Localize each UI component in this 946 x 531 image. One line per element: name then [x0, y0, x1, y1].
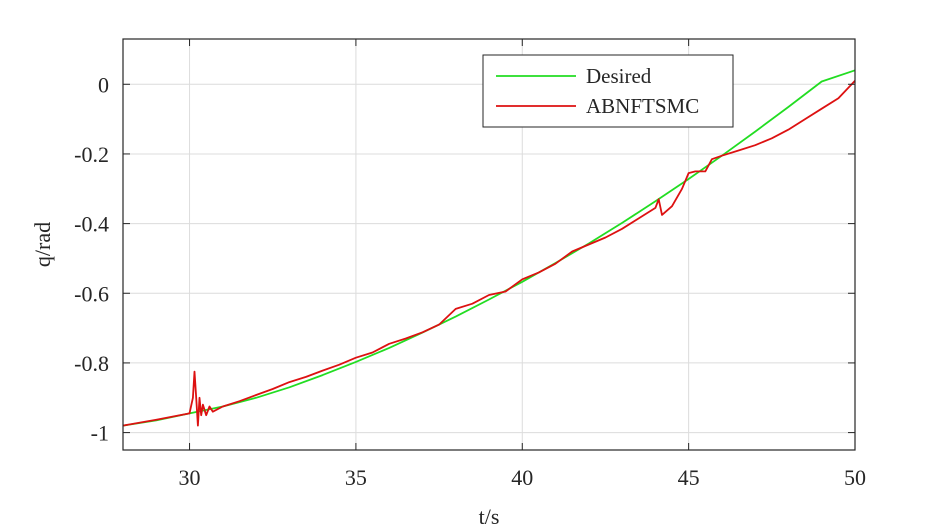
legend-label-desired: Desired	[586, 64, 652, 88]
x-tick-label: 35	[345, 465, 367, 490]
series-line-desired	[122, 69, 856, 427]
y-tick-label: -0.8	[74, 351, 109, 376]
x-tick-label: 50	[844, 465, 866, 490]
x-tick-label: 30	[179, 465, 201, 490]
x-axis-ticks: 30 35 40 45 50	[179, 39, 866, 490]
y-tick-label: -1	[91, 421, 109, 446]
x-tick-label: 40	[511, 465, 533, 490]
x-axis-label: t/s	[479, 504, 500, 529]
y-tick-label: -0.6	[74, 281, 109, 306]
y-tick-label: -0.2	[74, 142, 109, 167]
legend: Desired ABNFTSMC	[482, 54, 734, 128]
plot-area-frame	[122, 38, 856, 451]
series-lines	[122, 69, 856, 427]
x-tick-label: 45	[678, 465, 700, 490]
y-tick-label: -0.4	[74, 212, 109, 237]
series-line-abnftsmc	[122, 80, 856, 427]
legend-box	[482, 54, 734, 128]
y-axis-label: q/rad	[30, 222, 55, 267]
y-axis-ticks: 0 -0.2 -0.4 -0.6 -0.8 -1	[74, 72, 855, 446]
legend-label-abnftsmc: ABNFTSMC	[586, 94, 699, 118]
y-tick-label: 0	[98, 72, 109, 97]
